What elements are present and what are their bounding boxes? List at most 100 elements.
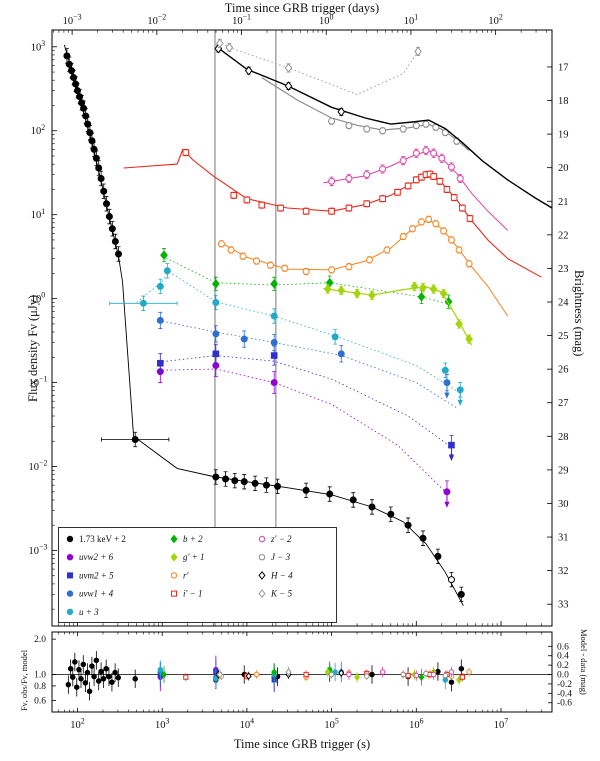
legend-label: H − 4: [270, 570, 293, 580]
data-point: [368, 503, 376, 511]
data-point: [284, 81, 293, 91]
tick-label: -0.4: [557, 689, 572, 699]
data-point: [328, 671, 335, 678]
data-point: [240, 478, 248, 486]
data-point: [212, 350, 220, 358]
resid-right-axis-title: Model - data (mag): [579, 629, 589, 695]
data-point: [429, 284, 438, 294]
data-point: [97, 174, 105, 182]
data-point: [212, 473, 220, 481]
data-point: [404, 521, 412, 529]
tick-label: 19: [558, 130, 569, 141]
data-point: [230, 192, 238, 199]
series-r: [217, 215, 509, 317]
data-point: [92, 154, 100, 162]
data-point: [326, 490, 334, 498]
data-point: [337, 285, 346, 296]
data-point: [456, 386, 464, 394]
data-point: [435, 668, 441, 675]
data-point: [400, 671, 406, 678]
data-point: [262, 481, 270, 489]
data-point: [100, 676, 107, 682]
data-point: [422, 120, 430, 128]
legend-label: J − 3: [271, 552, 291, 562]
data-point: [303, 671, 309, 678]
data-point: [258, 570, 266, 580]
residual-series: [52, 651, 552, 701]
data-point: [447, 163, 455, 171]
data-point: [284, 63, 293, 73]
data-point: [105, 213, 113, 221]
series-K: [216, 38, 422, 95]
data-point: [131, 435, 139, 443]
legend-label: K − 5: [270, 589, 293, 599]
data-point: [379, 669, 386, 675]
data-point: [157, 666, 164, 673]
tick-label: 1.0: [34, 671, 46, 681]
legend-label: b + 2: [183, 534, 203, 544]
data-point: [404, 182, 412, 190]
data-point: [270, 279, 279, 289]
data-point: [328, 207, 335, 215]
tick-label: 21: [558, 197, 569, 208]
tick-label: 24: [558, 297, 569, 308]
data-point: [267, 261, 275, 269]
right-axis-title: Brightness (mag): [572, 270, 586, 357]
data-point: [157, 359, 164, 367]
data-point: [417, 292, 426, 302]
data-point: [354, 673, 361, 681]
upper-limit-arrowhead: [444, 392, 450, 399]
data-point: [66, 554, 74, 561]
tick-label: 0.8: [34, 682, 46, 692]
data-point: [459, 204, 466, 212]
legend-label: z′ − 2: [270, 534, 292, 544]
data-point: [285, 668, 292, 676]
data-point: [387, 510, 395, 518]
tick-label: 102: [70, 717, 85, 731]
model-line: [136, 271, 461, 394]
data-point: [270, 379, 278, 387]
tick-label: 27: [558, 398, 569, 409]
data-point: [270, 339, 278, 347]
legend-label: u + 3: [79, 607, 99, 617]
data-point: [432, 220, 440, 228]
data-point: [302, 207, 310, 215]
data-point: [66, 590, 74, 597]
main-series: [63, 38, 552, 606]
data-point: [442, 672, 449, 679]
data-point: [368, 290, 376, 300]
data-point: [132, 676, 138, 682]
data-point: [363, 200, 371, 208]
tick-label: 106: [409, 717, 424, 731]
data-point: [466, 669, 472, 675]
data-point: [98, 668, 104, 675]
data-point: [345, 122, 353, 130]
data-point: [459, 674, 465, 680]
tick-label: 105: [324, 717, 339, 731]
data-point: [338, 669, 345, 677]
data-point: [457, 590, 465, 598]
data-point: [66, 535, 74, 543]
data-point: [244, 65, 253, 76]
left-axis-title: Flux density Fν (μJy): [26, 294, 40, 402]
data-point: [430, 149, 438, 157]
data-point: [363, 125, 371, 133]
tick-label: 102: [31, 123, 46, 137]
data-point: [414, 46, 422, 57]
data-point: [216, 38, 224, 49]
data-point: [170, 572, 178, 579]
data-point: [447, 236, 455, 244]
resid-J: [328, 669, 449, 681]
data-point: [270, 312, 278, 320]
legend-label: r′: [183, 570, 190, 580]
data-point: [408, 225, 416, 233]
data-point: [394, 188, 401, 196]
tick-label: 20: [558, 163, 569, 174]
data-point: [443, 186, 451, 193]
resid-K: [216, 666, 292, 680]
data-point: [274, 482, 282, 490]
data-point: [383, 246, 391, 254]
